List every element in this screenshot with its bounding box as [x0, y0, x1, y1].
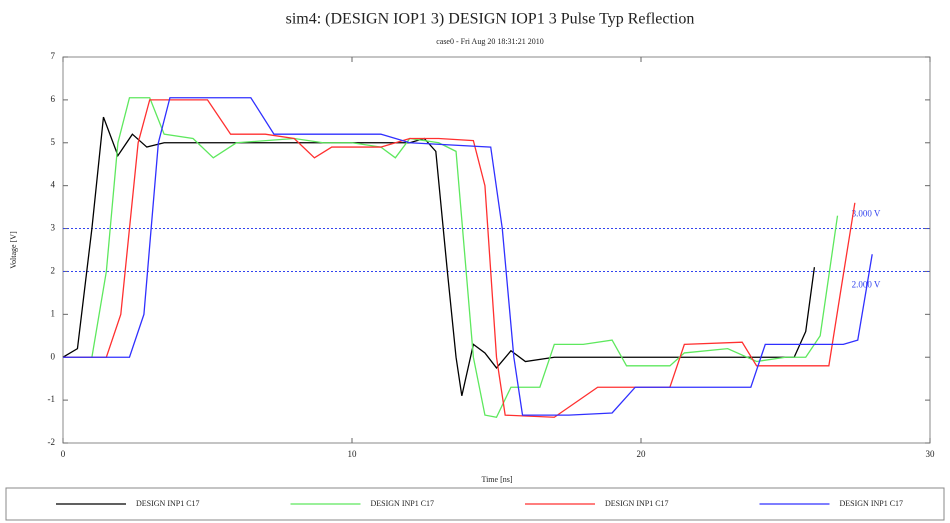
y-tick-label: 7	[51, 51, 56, 61]
y-tick-label: 2	[51, 266, 56, 276]
y-tick-label: 1	[51, 308, 56, 318]
series-line	[63, 99, 856, 418]
legend-label: DESIGN INP1 C17	[371, 499, 435, 508]
plot-frame	[62, 56, 931, 444]
y-tick-label: 4	[51, 180, 56, 190]
chart-title: sim4: (DESIGN IOP1 3) DESIGN IOP1 3 Puls…	[286, 11, 695, 28]
x-tick-label: 20	[637, 449, 647, 459]
y-tick-label: 6	[51, 94, 56, 104]
legend-label: DESIGN INP1 C17	[840, 499, 904, 508]
x-tick-label: 30	[926, 449, 936, 459]
y-axis-label: Voltage [V]	[9, 231, 18, 269]
legend-label: DESIGN INP1 C17	[136, 499, 200, 508]
y-tick-label: 0	[51, 351, 56, 361]
legend-box	[5, 487, 945, 521]
chart-subtitle: case0 - Fri Aug 20 18:31:21 2010	[436, 37, 544, 46]
y-tick-label: 5	[51, 137, 56, 147]
y-tick-label: 3	[51, 223, 56, 233]
series-line	[63, 97, 873, 416]
threshold-label: 3.000 V	[852, 209, 881, 219]
legend-label: DESIGN INP1 C17	[605, 499, 669, 508]
y-tick-label: -2	[48, 437, 56, 447]
series-line	[63, 97, 839, 418]
threshold-label: 2.000 V	[852, 280, 881, 290]
x-tick-label: 10	[348, 449, 358, 459]
y-tick-label: -1	[48, 394, 56, 404]
x-tick-label: 0	[61, 449, 66, 459]
x-axis-label: Time [ns]	[481, 475, 512, 484]
series-line	[62, 116, 816, 396]
